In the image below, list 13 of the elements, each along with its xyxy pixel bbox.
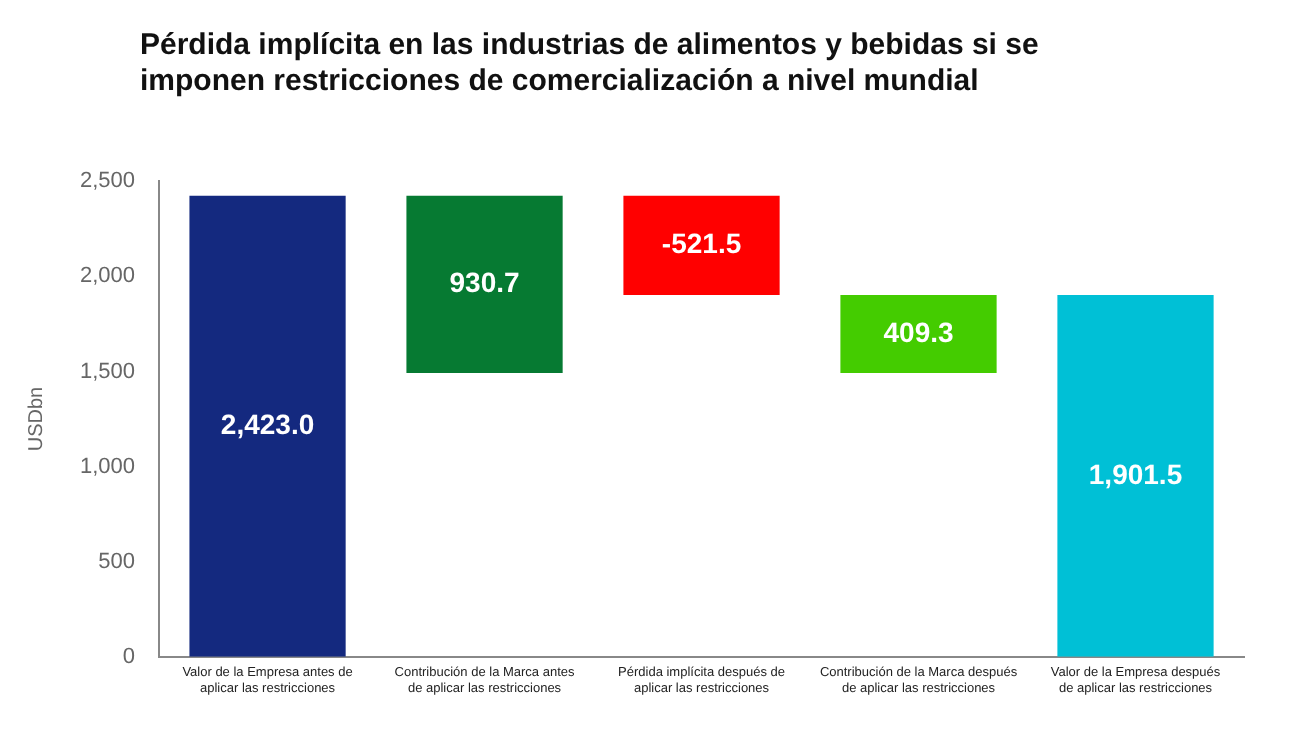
data-label: -521.5 [661, 227, 742, 260]
y-tick-label: 1,500 [79, 359, 136, 384]
y-tick-label: 500 [98, 549, 136, 574]
data-label: 1,901.5 [1088, 457, 1183, 490]
data-label: 930.7 [449, 266, 520, 299]
y-tick-label: 1,000 [79, 454, 136, 479]
y-tick-label: 0 [122, 644, 136, 669]
y-tick-label: 2,500 [79, 169, 136, 194]
data-label: 409.3 [883, 315, 954, 348]
chart-title: Pérdida implícita en las industrias de alimentos y bebidas si se imponen restricciones de comercialización a nivel mundial [138, 26, 1041, 102]
y-axis-title: USDbn [25, 386, 48, 452]
y-tick-label: 2,000 [79, 264, 136, 289]
data-label: 2,423.0 [220, 408, 315, 441]
